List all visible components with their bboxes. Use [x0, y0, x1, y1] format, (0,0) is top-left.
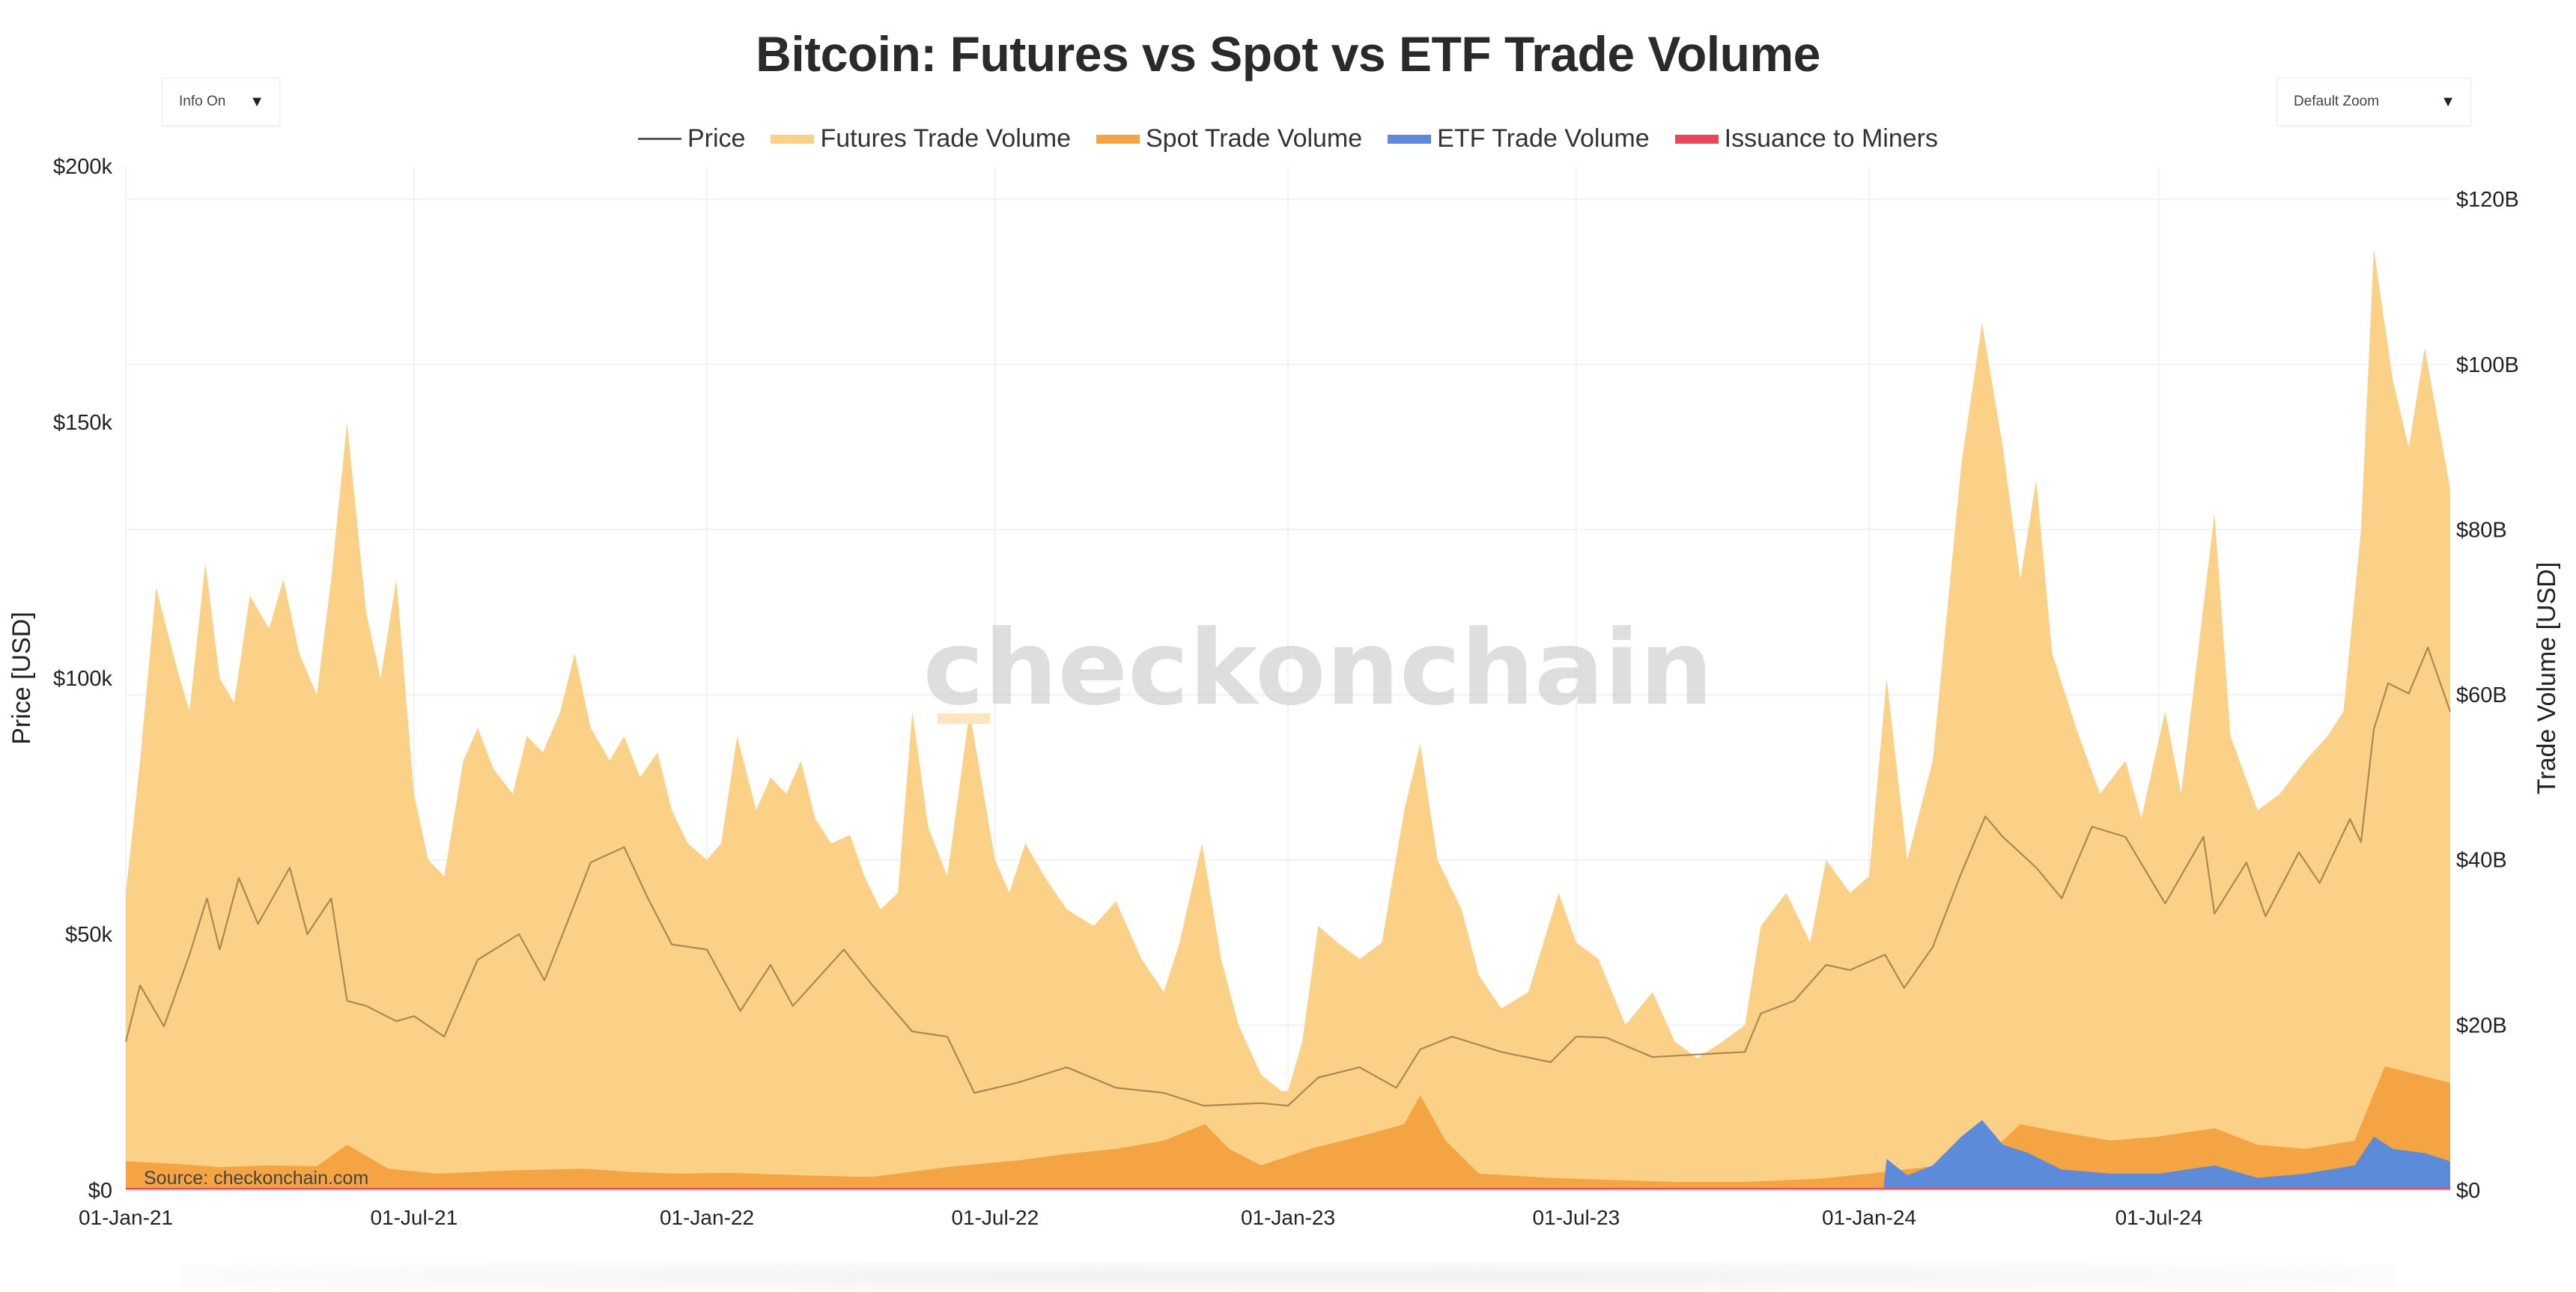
series-area-etf [126, 1120, 2450, 1190]
info-toggle-dropdown[interactable]: Info On ▼ [162, 78, 280, 126]
y-right-tick-label: $0 [2456, 1179, 2480, 1203]
x-tick-label: 01-Jan-23 [1241, 1206, 1335, 1229]
bottom-shadow [180, 1262, 2396, 1292]
y-axis-left-title: Price [USD] [7, 612, 36, 745]
legend-swatch-issuance [1674, 134, 1719, 144]
y-right-tick-label: $80B [2456, 518, 2507, 542]
source-text: Source: checkonchain.com [144, 1168, 368, 1189]
y-right-tick-label: $60B [2456, 683, 2507, 707]
legend-label-etf: ETF Trade Volume [1437, 124, 1650, 153]
watermark-text: checkonchain [923, 608, 1713, 728]
x-tick-label: 01-Jan-21 [79, 1206, 173, 1229]
legend-swatch-price [638, 138, 681, 140]
x-tick-label: 01-Jul-22 [951, 1206, 1039, 1229]
legend-label-futures: Futures Trade Volume [820, 124, 1071, 153]
y-right-tick-label: $20B [2456, 1014, 2507, 1037]
y-axis-right-title: Trade Volume [USD] [2533, 562, 2561, 795]
legend-item-price[interactable]: Price [638, 124, 745, 153]
legend-item-futures[interactable]: Futures Trade Volume [771, 124, 1071, 153]
y-right-tick-label: $120B [2456, 188, 2519, 212]
y-left-tick-label: $100k [53, 667, 113, 691]
x-tick-label: 01-Jan-24 [1822, 1206, 1916, 1229]
watermark-mark [938, 713, 990, 724]
y-right-tick-label: $100B [2456, 353, 2519, 377]
x-tick-label: 01-Jul-24 [2115, 1206, 2203, 1229]
zoom-select-label: Default Zoom [2294, 94, 2380, 109]
legend-label-price: Price [687, 124, 746, 153]
legend-item-spot[interactable]: Spot Trade Volume [1096, 124, 1362, 153]
chart-title: Bitcoin: Futures vs Spot vs ETF Trade Vo… [756, 26, 1820, 82]
caret-down-icon: ▼ [2440, 93, 2455, 110]
legend-item-issuance[interactable]: Issuance to Miners [1674, 124, 1938, 153]
y-left-tick-label: $200k [53, 155, 113, 179]
legend-swatch-futures [771, 134, 815, 144]
x-tick-label: 01-Jan-22 [660, 1206, 754, 1229]
legend-swatch-etf [1388, 134, 1432, 144]
y-left-tick-label: $50k [65, 923, 112, 947]
x-tick-label: 01-Jul-23 [1532, 1206, 1620, 1229]
series-area-futures [126, 249, 2450, 1190]
caret-down-icon: ▼ [249, 93, 264, 110]
legend-item-etf[interactable]: ETF Trade Volume [1388, 124, 1650, 153]
legend-label-issuance: Issuance to Miners [1724, 124, 1938, 153]
chart-legend: Price Futures Trade Volume Spot Trade Vo… [0, 124, 2576, 153]
y-left-tick-label: $150k [53, 411, 113, 435]
area-layer [126, 249, 2450, 1190]
zoom-select-dropdown[interactable]: Default Zoom ▼ [2276, 78, 2471, 126]
x-tick-label: 01-Jul-21 [370, 1206, 458, 1229]
info-toggle-label: Info On [179, 94, 226, 109]
series-line-price [124, 646, 2452, 1107]
axis-layer: 01-Jan-21 01-Jul-21 01-Jan-22 01-Jul-22 01-J… [53, 155, 2519, 1229]
legend-swatch-spot [1096, 134, 1140, 144]
line-layer [124, 646, 2452, 1190]
y-left-tick-label: $0 [88, 1179, 112, 1203]
legend-label-spot: Spot Trade Volume [1145, 124, 1363, 153]
y-right-tick-label: $40B [2456, 849, 2507, 873]
